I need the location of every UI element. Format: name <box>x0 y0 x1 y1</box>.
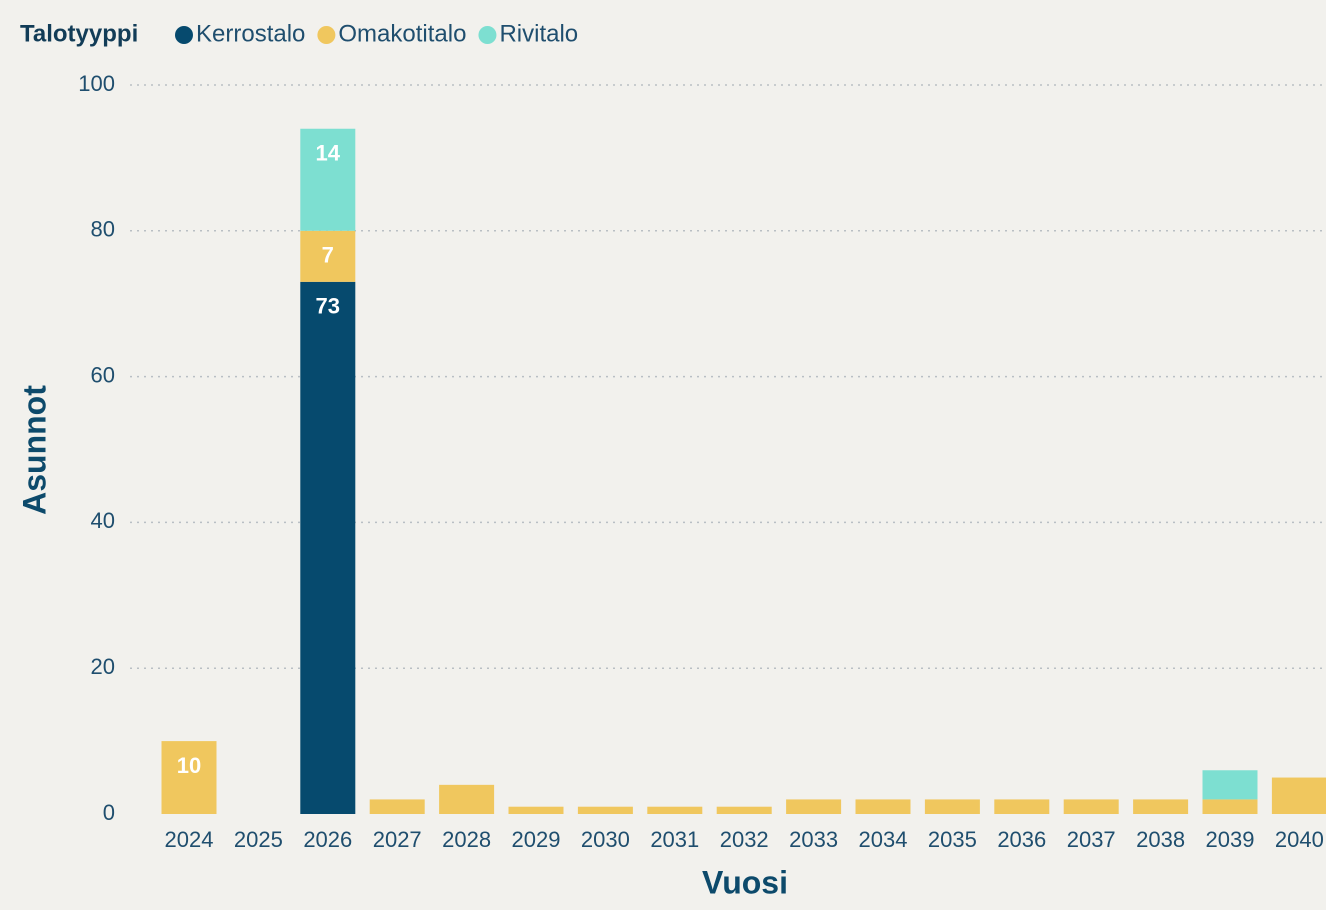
y-tick-label: 0 <box>103 800 115 825</box>
bar-segment <box>439 784 495 814</box>
bar-segment <box>1271 777 1326 814</box>
data-label: 10 <box>177 753 201 778</box>
bar-segment <box>786 799 842 814</box>
x-tick-label: 2029 <box>512 827 561 852</box>
y-tick-label: 80 <box>91 217 115 242</box>
legend-label: Kerrostalo <box>196 20 305 47</box>
x-axis-title: Vuosi <box>702 864 788 900</box>
legend-label: Rivitalo <box>499 20 578 47</box>
bar-segment <box>1202 799 1258 814</box>
bar-segment <box>508 806 564 814</box>
x-tick-label: 2038 <box>1136 827 1185 852</box>
x-tick-label: 2024 <box>165 827 214 852</box>
x-tick-label: 2034 <box>859 827 908 852</box>
y-tick-label: 60 <box>91 362 115 387</box>
x-tick-label: 2028 <box>442 827 491 852</box>
x-tick-label: 2030 <box>581 827 630 852</box>
x-tick-label: 2035 <box>928 827 977 852</box>
bar-segment <box>994 799 1050 814</box>
y-axis-title: Asunnot <box>16 385 52 515</box>
legend-marker <box>317 26 336 44</box>
bar-segment <box>647 806 703 814</box>
bar-segment <box>300 230 356 282</box>
bar-segment <box>577 806 633 814</box>
bar-segment <box>300 128 356 231</box>
y-tick-label: 100 <box>78 71 115 96</box>
data-label: 14 <box>316 141 341 166</box>
x-tick-label: 2039 <box>1206 827 1255 852</box>
x-tick-label: 2040 <box>1275 827 1324 852</box>
data-label: 73 <box>316 294 340 319</box>
data-label: 7 <box>322 243 334 268</box>
y-tick-label: 40 <box>91 508 115 533</box>
x-tick-label: 2026 <box>303 827 352 852</box>
legend-title: Talotyyppi <box>20 20 138 47</box>
x-tick-label: 2036 <box>997 827 1046 852</box>
bar-segment <box>855 799 911 814</box>
bar-segment <box>1133 799 1189 814</box>
bar-segment <box>1063 799 1119 814</box>
bar-segment <box>300 281 356 815</box>
bar-segment <box>161 741 217 814</box>
x-tick-label: 2033 <box>789 827 838 852</box>
bar-segment <box>924 799 980 814</box>
x-tick-label: 2025 <box>234 827 283 852</box>
bar-segment <box>716 806 772 814</box>
y-tick-label: 20 <box>91 654 115 679</box>
x-tick-label: 2037 <box>1067 827 1116 852</box>
x-tick-label: 2027 <box>373 827 422 852</box>
legend-marker <box>175 26 193 44</box>
legend-label: Omakotitalo <box>338 20 466 47</box>
bar-segment <box>369 799 425 814</box>
x-tick-label: 2032 <box>720 827 769 852</box>
legend-marker <box>478 26 497 44</box>
x-tick-label: 2031 <box>650 827 699 852</box>
bar-segment <box>1202 770 1258 800</box>
